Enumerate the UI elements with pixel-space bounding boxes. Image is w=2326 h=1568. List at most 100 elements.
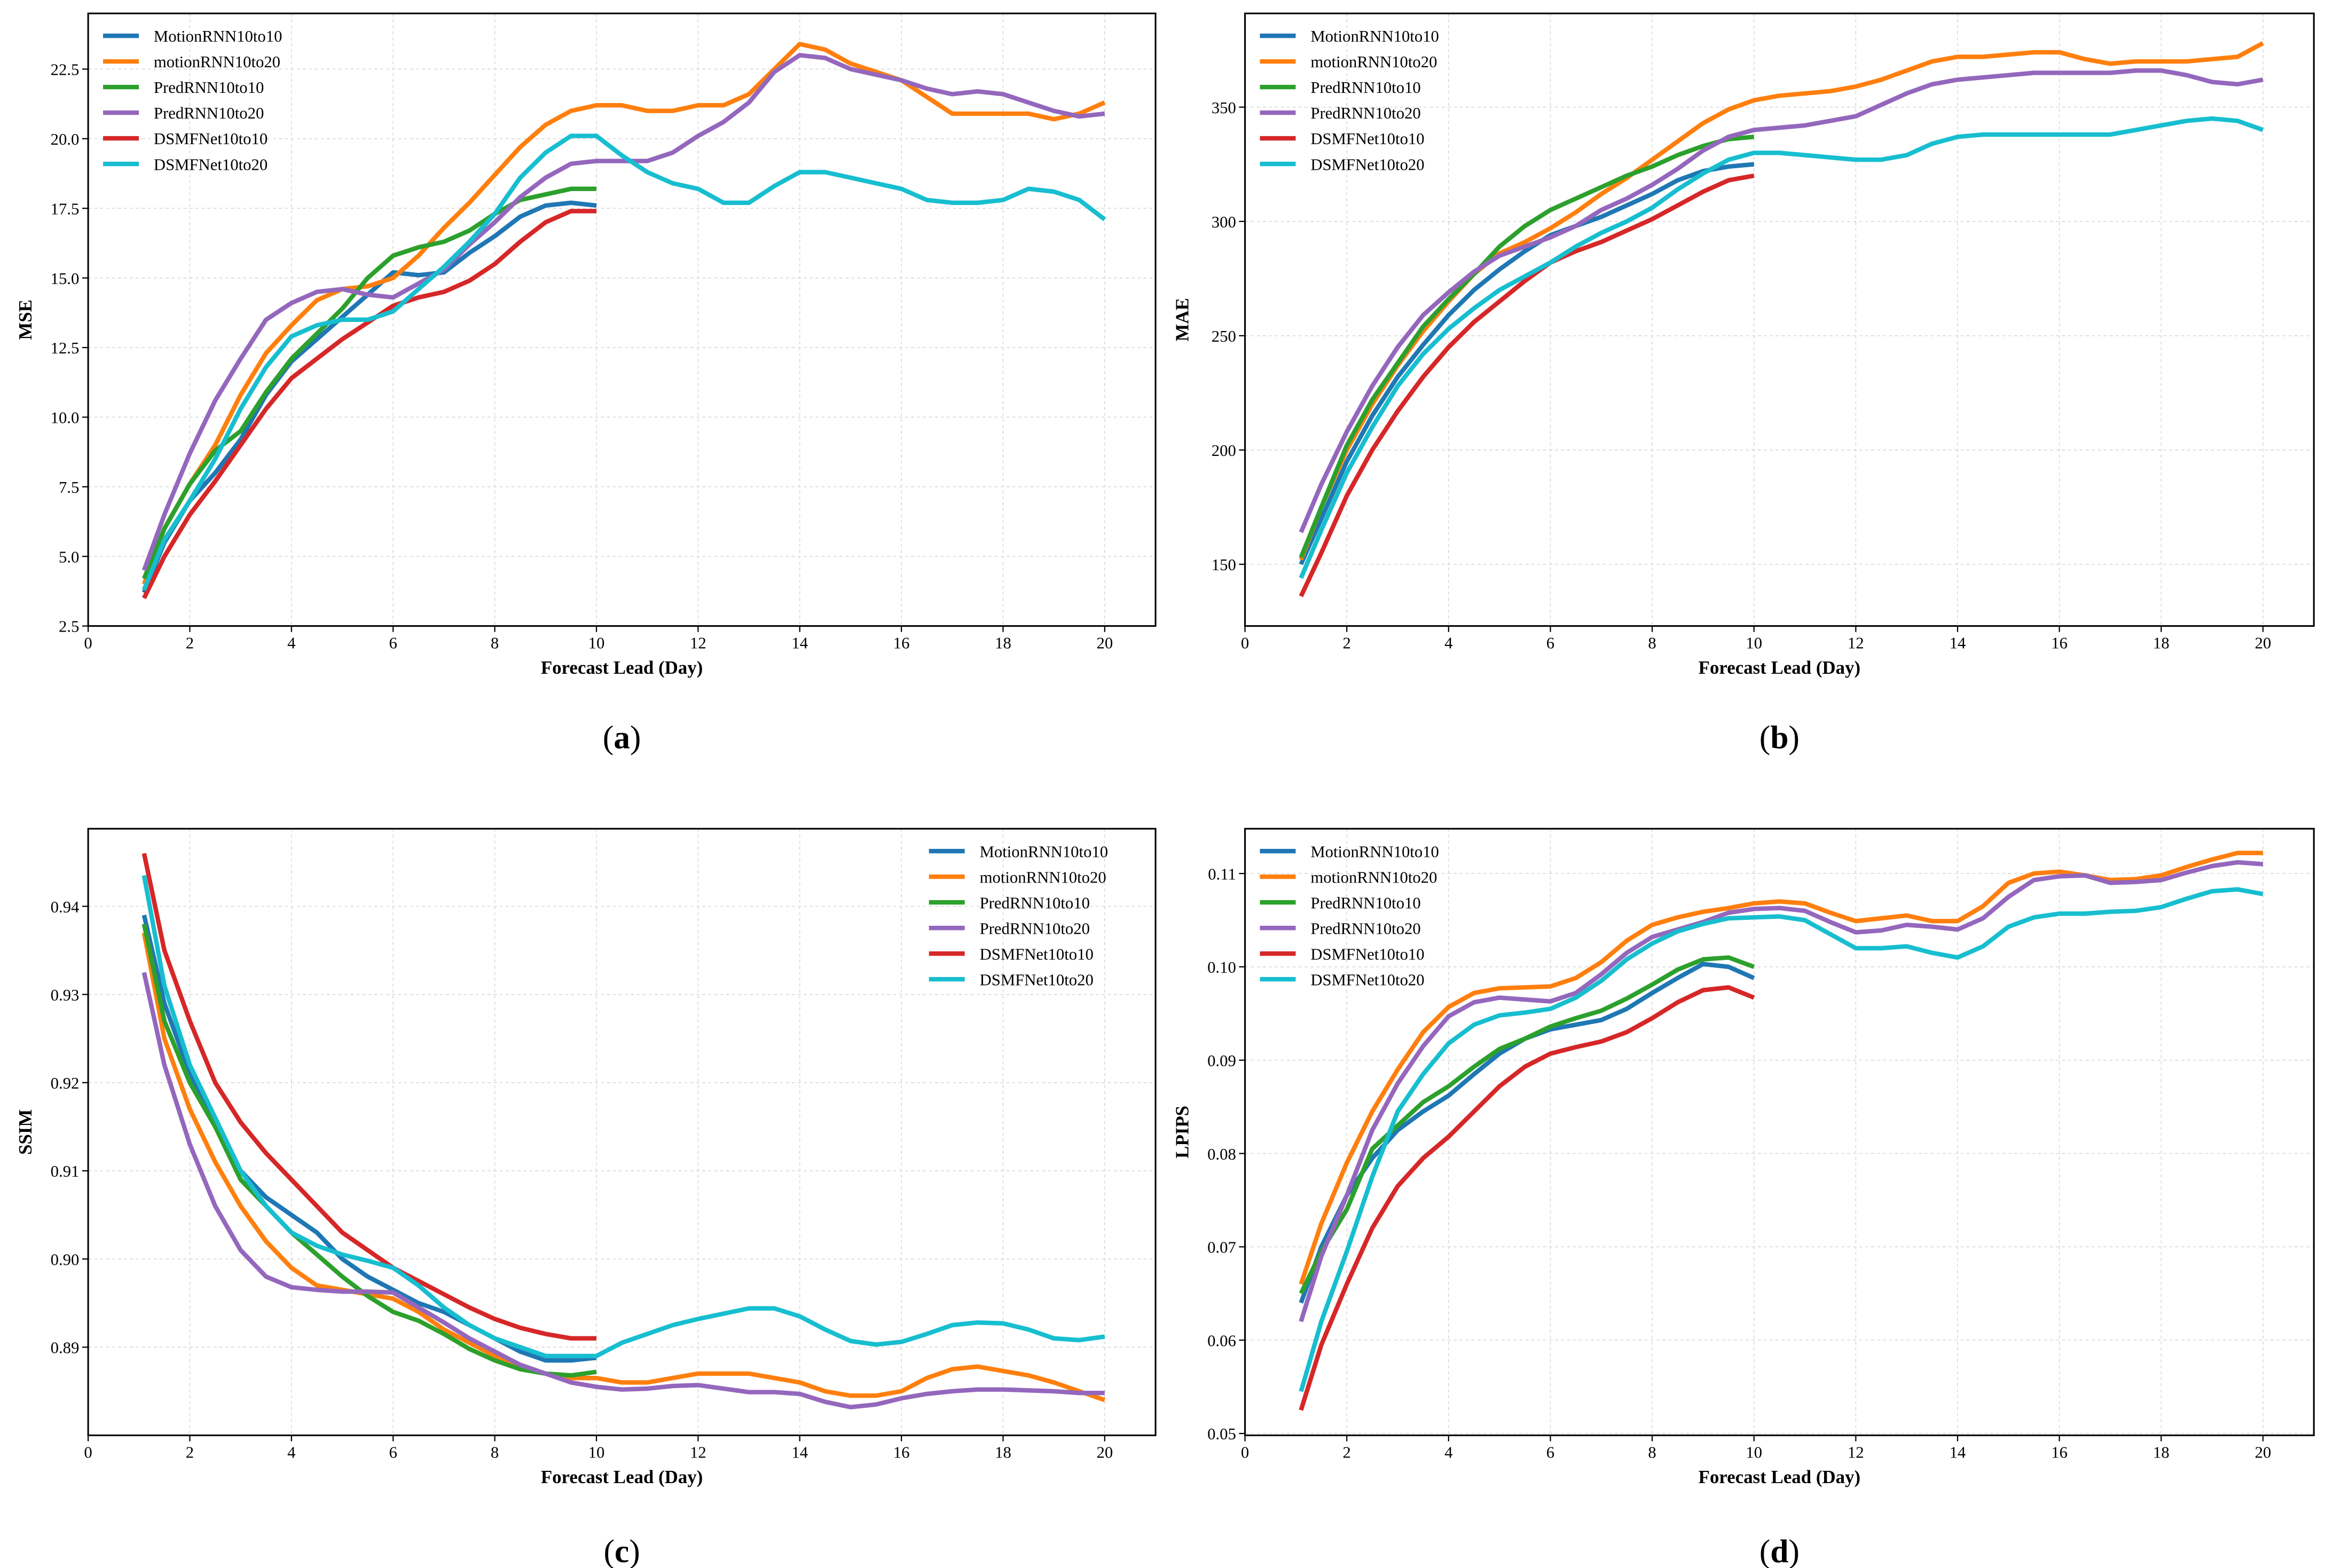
- x-tick-label: 4: [1444, 634, 1452, 652]
- caption-letter: d: [1770, 1533, 1788, 1568]
- x-tick-label: 20: [2255, 634, 2272, 652]
- series-line-MotionRNN10to10: [142, 200, 597, 594]
- x-tick-label: 4: [1444, 1443, 1452, 1461]
- legend-label: DSMFNet10to10: [1310, 945, 1424, 963]
- legend-label: DSMFNet10to10: [980, 945, 1094, 963]
- legend-label: PredRNN10to10: [980, 894, 1090, 912]
- x-tick-label: 18: [2153, 634, 2170, 652]
- legend-label: DSMFNet10to20: [1310, 971, 1424, 989]
- subplot-d: 0 2 4 6 8 10 12 14 16 18 20 0.05 0.06 0.07 0.08 0.09 0.1…: [1172, 828, 2315, 1568]
- legend-label: motionRNN10to20: [980, 868, 1106, 886]
- series-line-DSMFNet10to10: [1299, 985, 1755, 1411]
- x-tick-label: 4: [287, 634, 295, 652]
- legend: MotionRNN10to10 motionRNN10to20 PredRNN10t…: [1260, 842, 1439, 989]
- x-tick-label: 10: [1746, 1443, 1762, 1461]
- x-tick-label: 6: [389, 1443, 397, 1461]
- x-tick-label: 2: [1343, 1443, 1351, 1461]
- series-line-DSMFNet10to10: [142, 209, 596, 600]
- y-tick-label: 20.0: [51, 130, 80, 148]
- y-tick-label: 0.11: [1208, 865, 1236, 883]
- legend-label: MotionRNN10to10: [980, 842, 1109, 861]
- x-tick-label: 18: [995, 634, 1011, 652]
- caption-close-paren: ): [629, 1533, 640, 1568]
- axes-frame: [87, 828, 1157, 1437]
- series-line-PredRNN10to20: [142, 53, 1105, 571]
- legend-label: MotionRNN10to10: [1310, 842, 1439, 861]
- legend-label: DSMFNet10to20: [1310, 155, 1424, 174]
- x-tick-label: 16: [893, 1443, 910, 1461]
- x-tick-label: 2: [186, 634, 194, 652]
- series-line-PredRNN10to20: [1299, 68, 2264, 533]
- caption-close-paren: ): [1788, 1533, 1799, 1568]
- caption-letter: b: [1770, 719, 1788, 755]
- y-axis-label: LPIPS: [1172, 1106, 1192, 1159]
- series-line-DSMFNet10to20: [1299, 116, 2264, 579]
- y-tick-label: 17.5: [51, 200, 80, 218]
- x-tick-label: 6: [1546, 634, 1554, 652]
- legend-label: DSMFNet10to20: [154, 155, 268, 174]
- caption-close-paren: ): [1788, 719, 1799, 755]
- y-tick-label: 350: [1212, 99, 1236, 117]
- legend-label: PredRNN10to10: [1310, 894, 1420, 912]
- axes-frame: [87, 12, 1157, 627]
- x-tick-label: 2: [1343, 634, 1351, 652]
- legend-label: PredRNN10to10: [1310, 78, 1420, 97]
- y-tick-label: 2.5: [59, 618, 79, 636]
- y-tick-label: 0.91: [51, 1162, 80, 1180]
- series-line-DSMFNet10to20: [142, 875, 1105, 1359]
- y-tick-label: 200: [1212, 442, 1236, 460]
- subplot-caption: (a): [603, 719, 641, 755]
- caption-open-paren: (: [1759, 1533, 1770, 1568]
- caption-letter: c: [615, 1533, 629, 1568]
- x-tick-label: 12: [690, 634, 706, 652]
- x-tick-label: 0: [84, 634, 92, 652]
- y-axis-label: SSIM: [15, 1109, 36, 1155]
- series-line-PredRNN10to20: [1299, 860, 2264, 1322]
- y-tick-label: 0.05: [1207, 1425, 1236, 1443]
- legend-label: DSMFNet10to10: [1310, 130, 1424, 148]
- y-tick-label: 0.94: [51, 898, 80, 916]
- x-tick-label: 10: [1746, 634, 1762, 652]
- y-axis-label: MAE: [1172, 298, 1192, 341]
- x-tick-label: 14: [1950, 1443, 1966, 1461]
- x-tick-label: 10: [588, 634, 605, 652]
- y-tick-label: 0.93: [51, 986, 80, 1004]
- y-tick-label: 150: [1212, 556, 1236, 574]
- legend-label: PredRNN10to20: [1310, 104, 1420, 122]
- legend-label: PredRNN10to20: [154, 104, 264, 122]
- x-tick-label: 0: [84, 1443, 92, 1461]
- x-tick-label: 8: [491, 1443, 499, 1461]
- legend: MotionRNN10to10 motionRNN10to20 PredRNN10t…: [103, 27, 282, 174]
- y-tick-label: 5.0: [59, 548, 79, 566]
- series-line-motionRNN10to20: [142, 42, 1106, 585]
- x-tick-label: 14: [791, 1443, 808, 1461]
- x-tick-label: 6: [389, 634, 397, 652]
- x-axis-label: Forecast Lead (Day): [1699, 657, 1860, 678]
- y-tick-label: 0.90: [51, 1250, 80, 1268]
- series-line-DSMFNet10to20: [1299, 887, 2264, 1392]
- y-tick-label: 0.09: [1207, 1052, 1236, 1070]
- x-axis-label: Forecast Lead (Day): [541, 1467, 703, 1487]
- series-line-PredRNN10to10: [142, 923, 597, 1378]
- y-tick-label: 250: [1212, 327, 1236, 345]
- subplot-caption: (d): [1759, 1533, 1799, 1568]
- series-line-MotionRNN10to10: [1299, 162, 1755, 565]
- series-line-PredRNN10to10: [142, 186, 596, 580]
- x-tick-label: 18: [2153, 1443, 2170, 1461]
- y-tick-label: 15.0: [51, 270, 80, 288]
- y-tick-label: 12.5: [51, 339, 80, 357]
- x-tick-label: 6: [1546, 1443, 1554, 1461]
- y-tick-label: 0.92: [51, 1074, 80, 1092]
- y-tick-label: 0.07: [1207, 1239, 1236, 1257]
- y-tick-label: 0.10: [1207, 958, 1236, 976]
- x-tick-label: 0: [1241, 634, 1249, 652]
- x-tick-label: 20: [2255, 1443, 2272, 1461]
- y-tick-label: 0.08: [1207, 1145, 1236, 1163]
- caption-open-paren: (: [1759, 719, 1770, 755]
- legend-label: DSMFNet10to10: [154, 130, 268, 148]
- y-tick-label: 0.06: [1207, 1331, 1236, 1350]
- x-tick-label: 14: [1950, 634, 1966, 652]
- subplot-caption: (b): [1759, 719, 1799, 755]
- subplot-b: 0 2 4 6 8 10 12 14 16 18 20 150 200 250 300 350 Forecast…: [1172, 12, 2315, 755]
